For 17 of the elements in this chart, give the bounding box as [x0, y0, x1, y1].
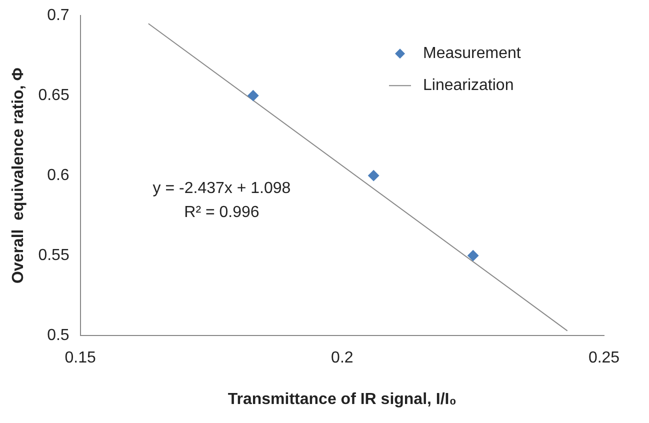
point — [468, 250, 479, 262]
legend-label: Linearization — [423, 77, 514, 94]
y-tick-label: 0.55 — [38, 247, 70, 264]
x-axis-title: Transmittance of IR signal, I/I₀ — [228, 390, 456, 408]
legend-label: Measurement — [423, 45, 522, 62]
y-axis-title: Overall equivalence ratio, Φ — [10, 68, 28, 284]
point — [248, 90, 259, 102]
y-tick-label: 0.5 — [47, 327, 70, 344]
y-tick-label: 0.65 — [38, 87, 70, 104]
x-tick-label: 0.2 — [331, 350, 354, 367]
y-tick-label: 0.6 — [47, 167, 70, 184]
point — [368, 170, 380, 182]
x-tick-label: 0.15 — [64, 350, 96, 367]
y-tick-label: 0.7 — [47, 7, 70, 24]
annotation: R² = 0.996 — [184, 204, 260, 222]
annotation: y = -2.437x + 1.098 — [152, 180, 291, 198]
x-tick-label: 0.25 — [588, 350, 620, 367]
